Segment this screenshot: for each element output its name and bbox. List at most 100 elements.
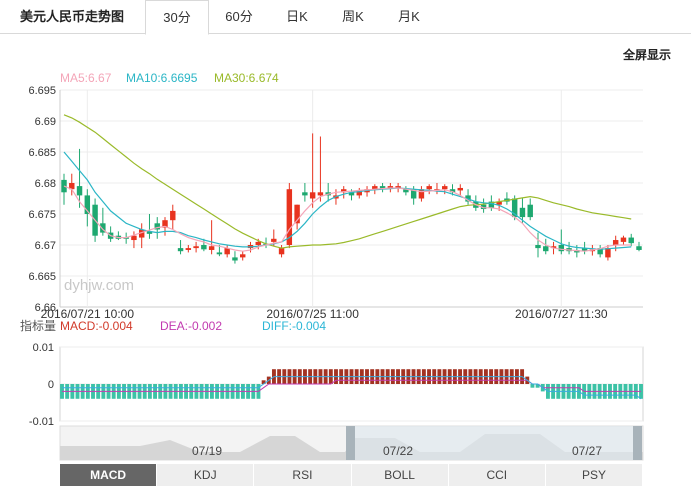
macd-axis: 0.01 0 -0.01 <box>29 342 54 428</box>
price-tick-label: 6.665 <box>28 271 56 283</box>
main-gridlines <box>59 89 643 308</box>
candle-body <box>434 189 440 191</box>
candle-body <box>69 183 75 190</box>
candle-body <box>224 248 230 255</box>
candle-body <box>410 189 417 199</box>
candle-body <box>294 204 300 224</box>
candle-body <box>543 246 549 252</box>
candle-body <box>208 246 215 250</box>
macd-bar <box>261 380 266 384</box>
candle-body <box>403 189 409 193</box>
candle-body <box>131 235 137 241</box>
tab-60min[interactable]: 60分 <box>225 9 253 24</box>
range-navigator[interactable]: 07/19 07/22 07/27 <box>59 425 644 461</box>
chart-title-tab: 美元人民币走势图 <box>19 9 124 24</box>
diff-legend-item: DIFF:-0.004 <box>262 319 326 333</box>
price-tick-label: 6.675 <box>28 209 56 221</box>
macd-bar <box>535 384 540 388</box>
candle-body <box>170 210 176 221</box>
candle-body <box>286 189 293 245</box>
candle-body <box>527 204 533 218</box>
tab-boll[interactable]: BOLL <box>351 464 449 486</box>
tab-monthly-k[interactable]: 月K <box>398 9 420 24</box>
candle-body <box>232 257 238 261</box>
navigator-selection[interactable] <box>350 426 638 460</box>
macd-legend-item: MACD:-0.004 <box>60 319 133 333</box>
indicator-label: 指标量 <box>20 318 56 333</box>
navigator-left-handle[interactable] <box>346 426 355 460</box>
candle-body <box>341 189 347 193</box>
tab-kdj[interactable]: KDJ <box>157 464 255 486</box>
time-axis: 2016/07/21 10:00 2016/07/25 11:00 2016/07/… <box>41 307 608 321</box>
candle-body <box>558 245 565 252</box>
tab-weekly-k[interactable]: 周K <box>342 9 364 24</box>
candle-body <box>457 187 464 191</box>
navigator-right-handle[interactable] <box>633 426 642 460</box>
candle-body <box>636 246 642 250</box>
candle-body <box>612 240 619 245</box>
ma5-line <box>63 185 632 252</box>
ma10-line <box>63 151 632 250</box>
macd-legend: 指标量 MACD:-0.004 DEA:-0.002 DIFF:-0.004 <box>20 318 326 333</box>
macd-gridlines <box>59 346 644 422</box>
candle-body <box>154 223 160 230</box>
tab-cci[interactable]: CCI <box>448 464 546 486</box>
candle-body <box>302 192 308 196</box>
candlestick-series <box>61 133 642 264</box>
price-axis: 6.695 6.69 6.685 6.68 6.675 6.67 6.665 6.66 <box>28 85 56 314</box>
macd-tick-label: 0 <box>48 379 54 391</box>
candle-body <box>348 192 355 196</box>
candle-body <box>185 248 192 250</box>
candle-body <box>317 192 324 196</box>
time-tick-label: 2016/07/27 11:30 <box>515 307 608 321</box>
candle-body <box>61 179 67 193</box>
candle-body <box>372 186 378 190</box>
tab-macd[interactable]: MACD <box>60 464 158 486</box>
macd-tick-label: 0.01 <box>33 342 54 354</box>
ma-legend: MA5:6.67 MA10:6.6695 MA30:6.674 <box>60 71 279 85</box>
candle-body <box>597 248 603 255</box>
moving-average-lines <box>63 114 632 252</box>
indicator-tab-bar: MACD KDJ RSI BOLL CCI PSY <box>60 464 644 486</box>
candle-body <box>488 201 495 208</box>
candle-body <box>271 238 277 242</box>
candle-body <box>496 201 502 205</box>
candle-body <box>76 186 83 196</box>
candle-body <box>387 186 394 188</box>
candle-body <box>146 231 153 234</box>
tab-psy[interactable]: PSY <box>545 464 644 486</box>
candle-body <box>511 198 518 218</box>
candle-body <box>379 186 386 190</box>
navigator-label-0719: 07/19 <box>192 444 222 458</box>
navigator-label-0727: 07/27 <box>572 444 602 458</box>
macd-lines <box>62 376 642 400</box>
diff-line <box>62 376 642 400</box>
candle-body <box>84 195 91 214</box>
candle-body <box>581 248 588 252</box>
tab-daily-k[interactable]: 日K <box>286 9 308 24</box>
period-tab-bar: 美元人民币走势图 30分 60分 日K 周K 月K <box>0 0 691 35</box>
time-tick-label: 2016/07/21 10:00 <box>41 307 135 321</box>
candle-body <box>356 190 362 196</box>
price-tick-label: 6.68 <box>35 178 56 190</box>
fullscreen-button[interactable]: 全屏显示 <box>622 48 671 62</box>
candle-body <box>535 245 541 249</box>
candle-body <box>216 252 223 255</box>
macd-bar <box>530 384 535 388</box>
tab-rsi[interactable]: RSI <box>254 464 352 486</box>
candle-body <box>442 186 448 190</box>
time-tick-label: 2016/07/25 11:00 <box>266 307 359 321</box>
price-tick-label: 6.69 <box>35 116 56 128</box>
navigator-label-0722: 07/22 <box>383 444 413 458</box>
price-tick-label: 6.695 <box>28 85 56 97</box>
price-tick-label: 6.685 <box>28 147 56 159</box>
price-tick-label: 6.67 <box>35 240 56 252</box>
ma5-legend-item: MA5:6.67 <box>60 71 112 85</box>
candle-body <box>449 189 456 193</box>
tab-30min[interactable]: 30分 <box>145 0 209 35</box>
ma30-line <box>63 114 632 249</box>
candle-body <box>239 254 246 258</box>
candle-body <box>177 248 184 252</box>
ma30-legend-item: MA30:6.674 <box>214 71 279 85</box>
